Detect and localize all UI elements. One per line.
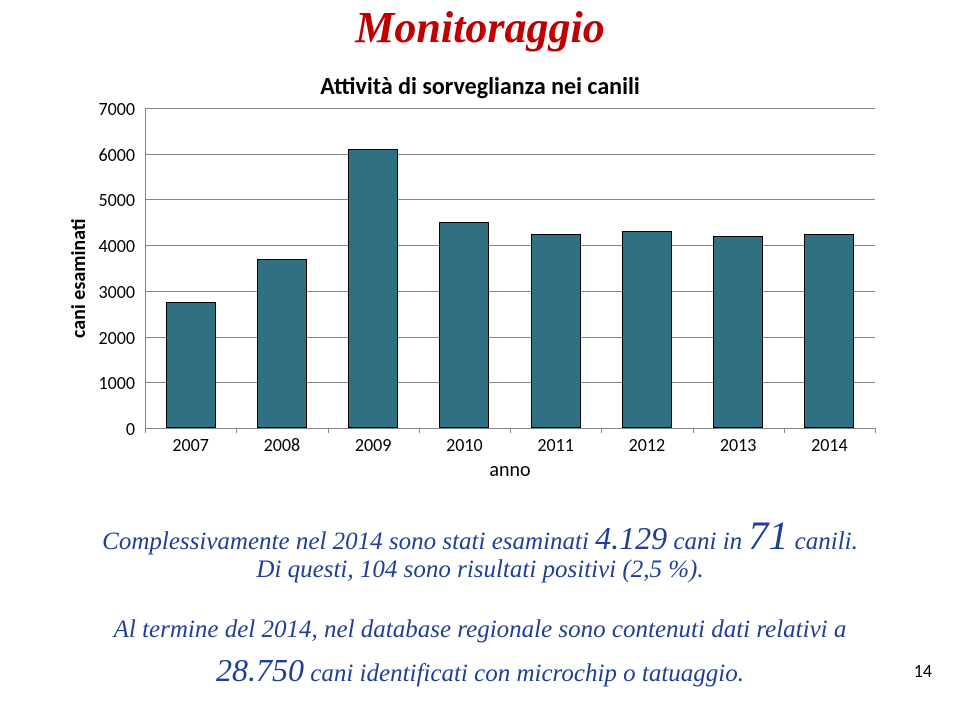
y-tick-label: 6000 bbox=[85, 144, 135, 166]
gridline bbox=[145, 245, 875, 246]
chart-title: Attività di sorveglianza nei canili bbox=[0, 72, 960, 101]
y-tick-label: 2000 bbox=[85, 327, 135, 349]
page-number: 14 bbox=[914, 660, 932, 682]
y-tick-label: 1000 bbox=[85, 372, 135, 394]
x-tick-mark bbox=[510, 428, 511, 433]
bar bbox=[439, 222, 489, 428]
caption-number: 4.129 bbox=[595, 520, 667, 556]
caption-number: 71 bbox=[748, 513, 788, 558]
gridline bbox=[145, 108, 875, 109]
x-tick-label: 2013 bbox=[693, 434, 784, 456]
bar bbox=[348, 149, 398, 428]
x-tick-mark bbox=[693, 428, 694, 433]
x-tick-label: 2011 bbox=[510, 434, 601, 456]
x-tick-mark bbox=[145, 428, 146, 433]
x-tick-label: 2014 bbox=[784, 434, 875, 456]
gridline bbox=[145, 291, 875, 292]
x-tick-mark bbox=[784, 428, 785, 433]
caption-text: cani in bbox=[667, 528, 748, 555]
bar bbox=[713, 236, 763, 428]
x-axis-label: anno bbox=[145, 458, 875, 482]
x-tick-mark bbox=[601, 428, 602, 433]
x-tick-label: 2010 bbox=[419, 434, 510, 456]
chart-plot-area bbox=[145, 108, 875, 428]
bar bbox=[166, 302, 216, 428]
caption-line-2: Di questi, 104 sono risultati positivi (… bbox=[0, 556, 960, 584]
caption-line-1: Complessivamente nel 2014 sono stati esa… bbox=[0, 512, 960, 559]
y-tick-label: 5000 bbox=[85, 189, 135, 211]
bar bbox=[257, 259, 307, 428]
x-tick-mark bbox=[875, 428, 876, 433]
y-tick-label: 7000 bbox=[85, 98, 135, 120]
x-tick-mark bbox=[328, 428, 329, 433]
caption-line-3: Al termine del 2014, nel database region… bbox=[0, 616, 960, 644]
y-axis-line bbox=[145, 108, 146, 428]
caption-text: cani identificati con microchip o tatuag… bbox=[304, 660, 744, 687]
gridline bbox=[145, 337, 875, 338]
bar bbox=[531, 234, 581, 428]
gridline bbox=[145, 154, 875, 155]
page-title: Monitoraggio bbox=[0, 2, 960, 53]
bar bbox=[804, 234, 854, 428]
caption-line-4: 28.750 cani identificati con microchip o… bbox=[0, 652, 960, 689]
y-tick-label: 3000 bbox=[85, 281, 135, 303]
x-tick-mark bbox=[236, 428, 237, 433]
gridline bbox=[145, 199, 875, 200]
caption-number: 28.750 bbox=[216, 652, 304, 688]
x-tick-mark bbox=[419, 428, 420, 433]
x-tick-label: 2007 bbox=[145, 434, 236, 456]
y-tick-label: 0 bbox=[85, 418, 135, 440]
y-tick-label: 4000 bbox=[85, 235, 135, 257]
x-tick-label: 2009 bbox=[328, 434, 419, 456]
caption-text: Complessivamente nel 2014 sono stati esa… bbox=[102, 528, 595, 555]
x-tick-label: 2012 bbox=[601, 434, 692, 456]
bar bbox=[622, 231, 672, 428]
gridline bbox=[145, 382, 875, 383]
caption-text: canili. bbox=[788, 528, 857, 555]
x-tick-label: 2008 bbox=[236, 434, 327, 456]
